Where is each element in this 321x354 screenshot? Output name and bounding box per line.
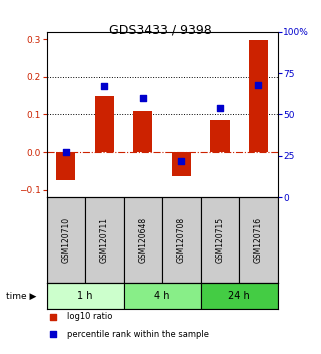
Point — [140, 95, 145, 101]
Text: GDS3433 / 9398: GDS3433 / 9398 — [109, 23, 212, 36]
Point — [222, 242, 228, 248]
Point — [179, 158, 184, 164]
Point — [102, 84, 107, 89]
Text: 24 h: 24 h — [228, 291, 250, 301]
Bar — [249, 40, 268, 152]
Point — [217, 105, 222, 111]
Bar — [124, 283, 201, 309]
Text: 1 h: 1 h — [77, 291, 93, 301]
Text: GSM120648: GSM120648 — [138, 217, 147, 263]
Text: GSM120710: GSM120710 — [61, 217, 70, 263]
Text: GSM120708: GSM120708 — [177, 217, 186, 263]
Point — [222, 79, 228, 85]
Text: GSM120716: GSM120716 — [254, 217, 263, 263]
Text: 4 h: 4 h — [154, 291, 170, 301]
Point — [63, 150, 68, 155]
Bar — [210, 120, 230, 152]
Text: time ▶: time ▶ — [6, 292, 37, 301]
Point — [256, 82, 261, 87]
Bar — [239, 197, 278, 283]
Bar — [47, 197, 85, 283]
Bar — [133, 112, 152, 152]
Bar — [47, 283, 124, 309]
Bar — [201, 197, 239, 283]
Bar — [201, 283, 278, 309]
Bar — [162, 197, 201, 283]
Text: GSM120715: GSM120715 — [215, 217, 224, 263]
Text: GSM120711: GSM120711 — [100, 217, 109, 263]
Text: percentile rank within the sample: percentile rank within the sample — [67, 330, 209, 339]
Bar — [172, 152, 191, 176]
Bar — [56, 152, 75, 180]
Bar — [85, 197, 124, 283]
Bar — [124, 197, 162, 283]
Text: log10 ratio: log10 ratio — [67, 312, 113, 321]
Bar — [95, 96, 114, 152]
